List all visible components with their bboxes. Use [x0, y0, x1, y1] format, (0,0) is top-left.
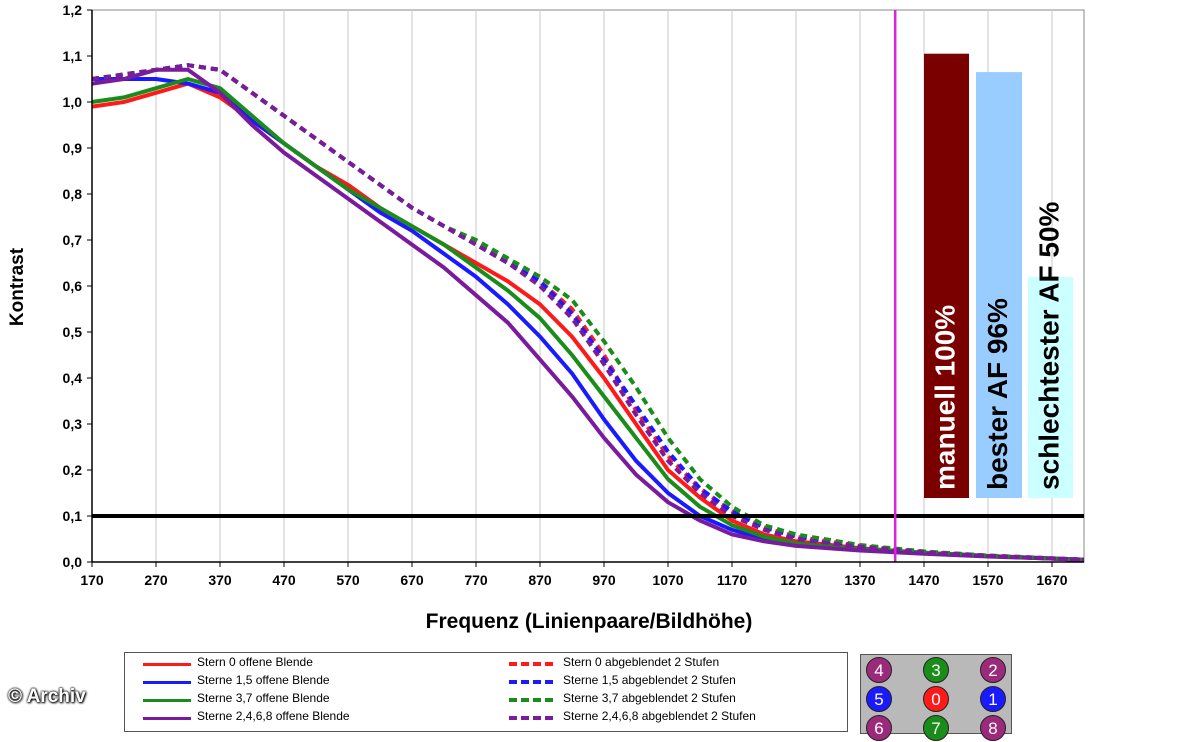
y-tick-label: 0,7: [63, 232, 83, 248]
series-line: [91, 67, 1085, 562]
x-tick-label: 370: [208, 572, 232, 588]
y-tick-label: 1,2: [63, 2, 83, 18]
star-key-dot: 2: [980, 657, 1006, 683]
y-tick-label: 0,1: [63, 508, 83, 524]
legend: Stern 0 offene Blende Sterne 1,5 offene B…: [124, 652, 848, 732]
axes: 170 270 370 470 570 670 770 870 970 1070 1170 1270 1…: [63, 2, 1084, 588]
legend-label: Sterne 2,4,6,8 offene Blende: [197, 709, 350, 723]
star-position-key: 4 3 2 5 0 1 6 7 8: [860, 654, 1012, 741]
y-tick-label: 1,0: [63, 94, 83, 110]
legend-label: Sterne 1,5 abgeblendet 2 Stufen: [563, 673, 736, 687]
x-tick-label: 1570: [972, 572, 1003, 588]
y-tick-label: 0,4: [63, 370, 83, 386]
x-tick-label: 170: [80, 572, 104, 588]
legend-swatch: [143, 717, 191, 720]
x-tick-label: 670: [400, 572, 424, 588]
y-tick-label: 0,3: [63, 416, 83, 432]
y-tick-label: 1,1: [63, 48, 83, 64]
x-axis-label: Frequenz (Linienpaare/Bildhöhe): [426, 610, 753, 633]
legend-swatch: [509, 716, 553, 720]
plot-area: [91, 9, 1085, 563]
reference-lines: [92, 10, 1084, 562]
x-tick-label: 1070: [652, 572, 683, 588]
legend-swatch: [509, 680, 553, 684]
y-axis-label: Kontrast: [7, 247, 28, 326]
annotation-bar: [924, 53, 969, 498]
x-tick-label: 770: [464, 572, 488, 588]
legend-label: Sterne 2,4,6,8 abgeblendet 2 Stufen: [563, 709, 756, 723]
y-tick-label: 0,6: [63, 278, 83, 294]
x-tick-label: 870: [528, 572, 552, 588]
y-tick-label: 0,9: [63, 140, 83, 156]
legend-swatch: [143, 699, 191, 702]
legend-swatch: [509, 662, 553, 666]
star-key-dot: 1: [980, 686, 1006, 712]
annotation-bar: [976, 72, 1022, 498]
copyright-label: © Archiv: [8, 686, 86, 707]
x-tick-label: 470: [272, 572, 296, 588]
series-line: [91, 77, 1085, 562]
x-tick-label: 1670: [1036, 572, 1067, 588]
series-lines: [91, 63, 1085, 562]
legend-swatch: [143, 663, 191, 666]
annotation-bar-label: manuell 100%: [930, 305, 961, 490]
x-tick-label: 970: [592, 572, 616, 588]
x-tick-label: 1370: [844, 572, 875, 588]
y-tick-label: 0,8: [63, 186, 83, 202]
star-key-dot: 5: [866, 686, 892, 712]
x-tick-label: 570: [336, 572, 360, 588]
x-tick-label: 1170: [717, 572, 748, 588]
star-key-dot: 0: [923, 686, 949, 712]
x-tick-label: 1470: [908, 572, 939, 588]
legend-label: Sterne 3,7 offene Blende: [197, 691, 330, 705]
annotation-bar-label: schlechtester AF 50%: [1034, 201, 1065, 490]
legend-swatch: [509, 698, 553, 702]
legend-label: Stern 0 offene Blende: [197, 655, 313, 669]
series-line: [91, 63, 1085, 562]
star-key-dot: 8: [980, 715, 1006, 741]
star-key-dot: 6: [866, 715, 892, 741]
annotation-bar: [1028, 276, 1073, 498]
star-key-dot: 3: [923, 657, 949, 683]
grid: [91, 9, 1085, 563]
legend-label: Stern 0 abgeblendet 2 Stufen: [563, 655, 720, 669]
annotation-bar-label: bester AF 96%: [982, 298, 1013, 490]
x-tick-label: 270: [144, 572, 168, 588]
legend-label: Sterne 3,7 abgeblendet 2 Stufen: [563, 691, 736, 705]
y-tick-label: 0,2: [63, 462, 83, 478]
star-key-dot: 4: [866, 657, 892, 683]
annotation-bars: manuell 100% bester AF 96% schlechtester A…: [924, 53, 1073, 498]
y-tick-label: 0,0: [63, 554, 83, 570]
star-key-dot: 7: [923, 715, 949, 741]
mtf-chart: manuell 100% bester AF 96% schlechtester A…: [7, 2, 1085, 633]
legend-swatch: [143, 681, 191, 684]
y-tick-label: 0,5: [63, 324, 83, 340]
legend-label: Sterne 1,5 offene Blende: [197, 673, 330, 687]
x-tick-label: 1270: [780, 572, 811, 588]
